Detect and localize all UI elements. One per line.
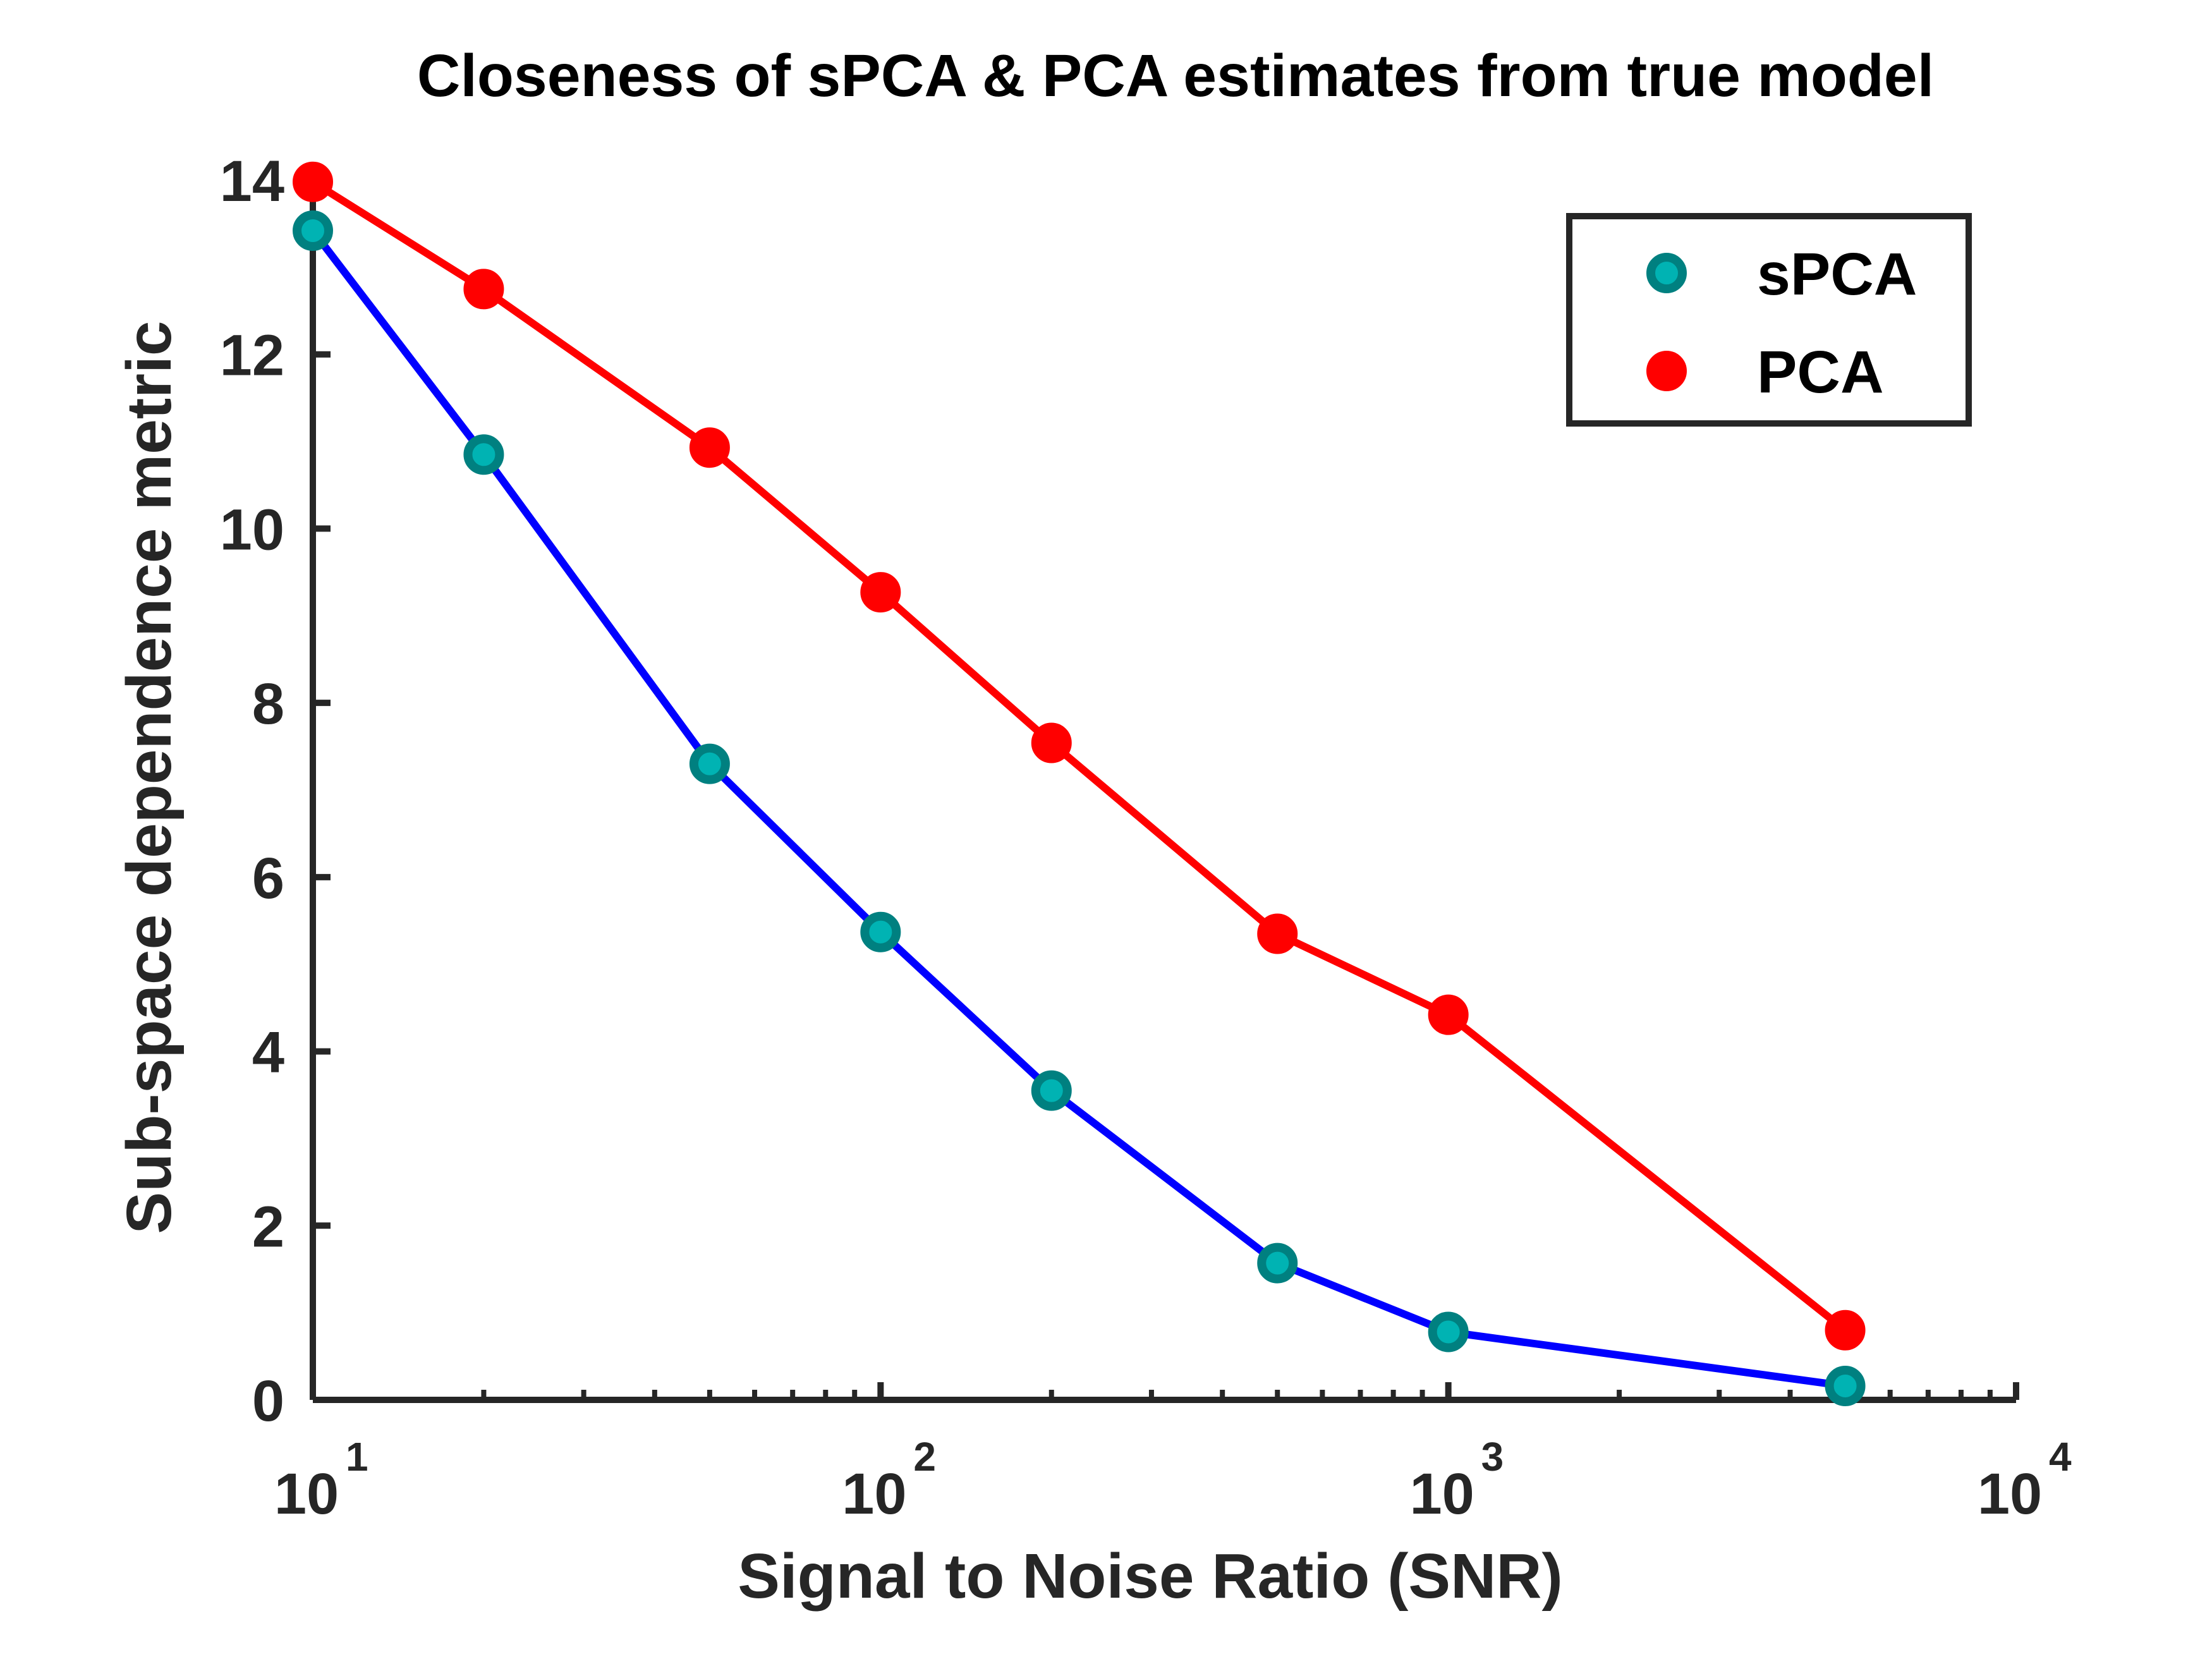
data-point-spca <box>1257 1243 1298 1284</box>
y-tick-label: 14 <box>220 149 284 214</box>
x-tick-exponent: 2 <box>913 1434 936 1480</box>
series-line-spca <box>310 228 1846 1390</box>
data-point-pca <box>1257 913 1298 954</box>
legend-marker-spca <box>1646 253 1687 293</box>
data-point-pca <box>689 427 730 468</box>
legend-marker-pca <box>1646 351 1687 391</box>
data-point-spca <box>1031 1070 1072 1111</box>
legend-box <box>1566 213 1972 427</box>
data-point-spca <box>860 911 901 952</box>
series-layer <box>293 161 1866 1406</box>
x-tick-exponent: 3 <box>1481 1434 1504 1480</box>
data-point-pca <box>1428 994 1469 1035</box>
data-point-spca <box>293 210 333 251</box>
data-point-pca <box>293 161 333 202</box>
legend-label-spca: sPCA <box>1757 241 1917 308</box>
data-point-spca <box>1428 1311 1469 1352</box>
data-point-pca <box>463 269 504 310</box>
x-tick-exponent: 1 <box>346 1434 368 1480</box>
legend: sPCA PCA <box>1566 213 1972 427</box>
data-point-pca <box>1825 1310 1866 1351</box>
series-line-pca <box>310 178 1848 1334</box>
data-point-pca <box>860 572 901 613</box>
x-axis-label: Signal to Noise Ratio (SNR) <box>738 1541 1563 1612</box>
y-axis-label: Sub-space dependence metric <box>114 321 185 1234</box>
y-tick-label: 10 <box>220 497 284 562</box>
data-point-spca <box>463 434 504 475</box>
y-tick-label: 8 <box>252 672 284 736</box>
legend-label-pca: PCA <box>1757 339 1884 406</box>
y-tick-label: 6 <box>252 846 284 911</box>
data-point-pca <box>1031 722 1072 763</box>
x-tick-label: 10 <box>1409 1462 1474 1526</box>
y-tick-label: 12 <box>220 324 284 388</box>
y-tick-label: 2 <box>252 1194 284 1259</box>
x-tick-exponent: 4 <box>2049 1434 2072 1480</box>
data-point-spca <box>689 743 730 784</box>
x-tick-label: 10 <box>274 1462 339 1526</box>
y-tick-label: 0 <box>252 1369 284 1433</box>
x-tick-label: 10 <box>842 1462 906 1526</box>
x-tick-label: 10 <box>1978 1462 2042 1526</box>
y-tick-label: 4 <box>252 1021 284 1085</box>
data-point-spca <box>1825 1365 1866 1406</box>
chart-title: Closeness of sPCA & PCA estimates from t… <box>417 42 1934 109</box>
